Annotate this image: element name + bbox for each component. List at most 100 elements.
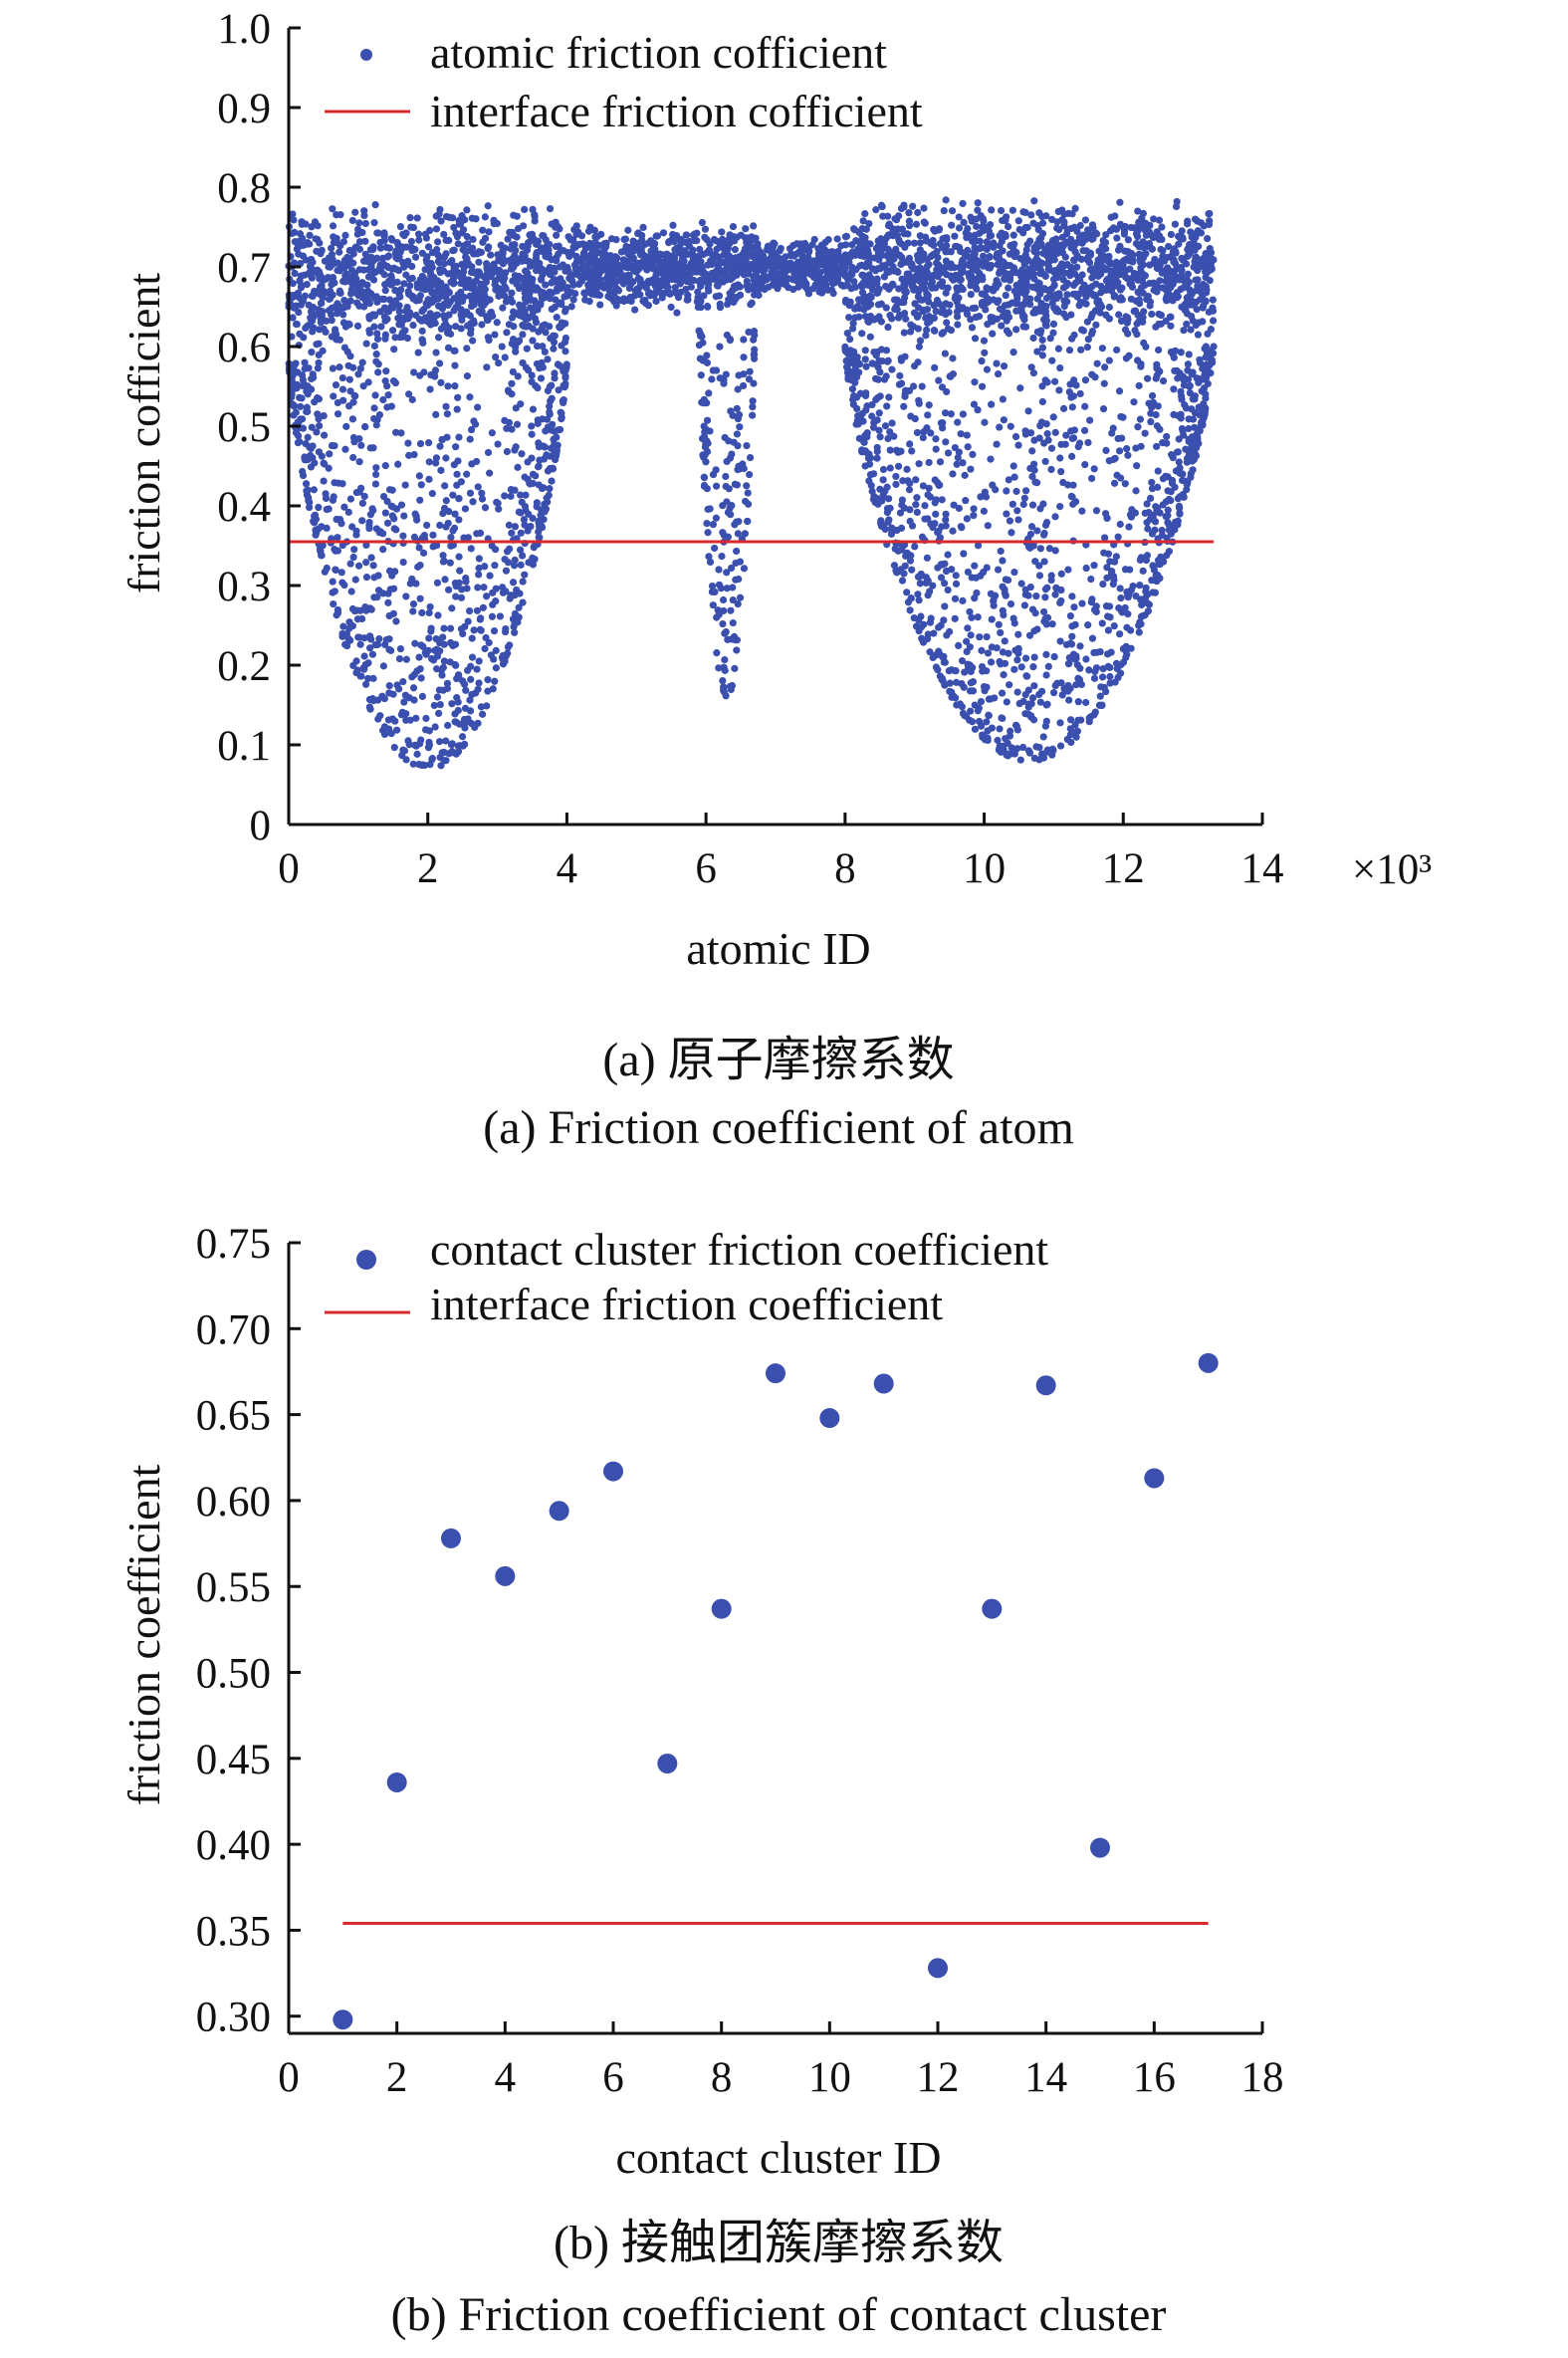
atomic-point (307, 444, 315, 453)
atomic-point (354, 370, 362, 378)
atomic-point (1190, 245, 1198, 254)
atomic-point (552, 242, 560, 251)
atomic-point (302, 440, 310, 448)
atomic-point (817, 289, 826, 297)
atomic-point (343, 348, 351, 355)
atomic-point (713, 649, 721, 657)
atomic-point (448, 604, 456, 612)
atomic-point (444, 270, 452, 278)
atomic-point (935, 225, 944, 233)
atomic-point (364, 674, 372, 682)
atomic-point (931, 363, 939, 371)
atomic-point (644, 239, 652, 247)
atomic-point (533, 284, 541, 292)
atomic-point (329, 260, 337, 268)
atomic-point (900, 329, 908, 337)
atomic-point (1082, 698, 1090, 707)
atomic-point (483, 363, 491, 371)
atomic-point (305, 503, 314, 512)
atomic-point (553, 231, 560, 239)
atomic-point (553, 433, 560, 441)
atomic-point (392, 266, 401, 274)
atomic-point (432, 542, 441, 550)
atomic-point (347, 588, 355, 595)
atomic-point (744, 489, 752, 497)
atomic-point (548, 394, 556, 402)
atomic-point (709, 601, 717, 609)
atomic-point (722, 370, 730, 378)
atomic-point (721, 655, 729, 664)
atomic-point (333, 238, 340, 247)
atomic-point (999, 247, 1007, 255)
atomic-point (487, 308, 496, 317)
atomic-point (996, 725, 1004, 733)
atomic-point (988, 615, 996, 623)
atomic-point (874, 247, 882, 255)
atomic-point (364, 287, 372, 296)
atomic-point (362, 606, 370, 614)
atomic-point (1053, 224, 1061, 232)
atomic-point (372, 421, 380, 429)
atomic-point (550, 345, 558, 353)
atomic-point (315, 358, 323, 367)
atomic-point (335, 479, 342, 487)
atomic-point (460, 534, 468, 542)
atomic-point (868, 281, 876, 289)
atomic-point (873, 454, 881, 462)
atomic-point (719, 595, 728, 604)
atomic-point (740, 370, 748, 378)
atomic-point (1102, 231, 1110, 239)
atomic-point (447, 542, 455, 550)
atomic-point (592, 285, 600, 293)
atomic-point (314, 364, 322, 372)
atomic-point (372, 293, 380, 301)
atomic-point (523, 345, 531, 353)
atomic-point (1069, 481, 1077, 489)
atomic-point (751, 332, 759, 340)
atomic-point (450, 272, 458, 280)
atomic-point (360, 492, 368, 501)
atomic-point (534, 419, 542, 427)
atomic-point (697, 298, 705, 306)
atomic-point (508, 425, 516, 433)
atomic-point (441, 576, 449, 584)
atomic-point (809, 261, 818, 269)
atomic-point (673, 309, 681, 317)
atomic-point (452, 583, 460, 590)
atomic-point (1055, 290, 1063, 298)
atomic-point (1054, 207, 1062, 216)
atomic-point (533, 499, 541, 507)
atomic-point (350, 546, 358, 554)
atomic-point (1047, 285, 1055, 293)
atomic-point (646, 289, 654, 297)
atomic-point (843, 330, 851, 338)
atomic-point (1142, 219, 1150, 227)
atomic-point (733, 264, 741, 272)
atomic-point (311, 287, 319, 296)
atomic-point (1115, 311, 1123, 319)
atomic-point (978, 290, 986, 298)
atomic-point (756, 263, 765, 271)
atomic-point (627, 297, 635, 306)
atomic-point (535, 328, 543, 336)
atomic-point (404, 737, 412, 745)
atomic-point (348, 415, 357, 423)
atomic-point (626, 280, 635, 289)
atomic-point (430, 369, 438, 378)
atomic-point (304, 433, 312, 441)
atomic-point (481, 213, 489, 221)
atomic-point (967, 253, 975, 261)
atomic-point (409, 223, 418, 232)
atomic-point (492, 353, 500, 361)
atomic-point (402, 271, 410, 279)
atomic-point (553, 257, 560, 265)
atomic-point (513, 420, 522, 428)
atomic-point (1042, 317, 1050, 325)
atomic-point (900, 281, 908, 289)
atomic-point (930, 272, 938, 280)
atomic-point (334, 547, 342, 555)
atomic-point (380, 271, 388, 279)
atomic-point (744, 500, 753, 508)
atomic-point (1074, 698, 1082, 706)
atomic-point (479, 710, 487, 718)
